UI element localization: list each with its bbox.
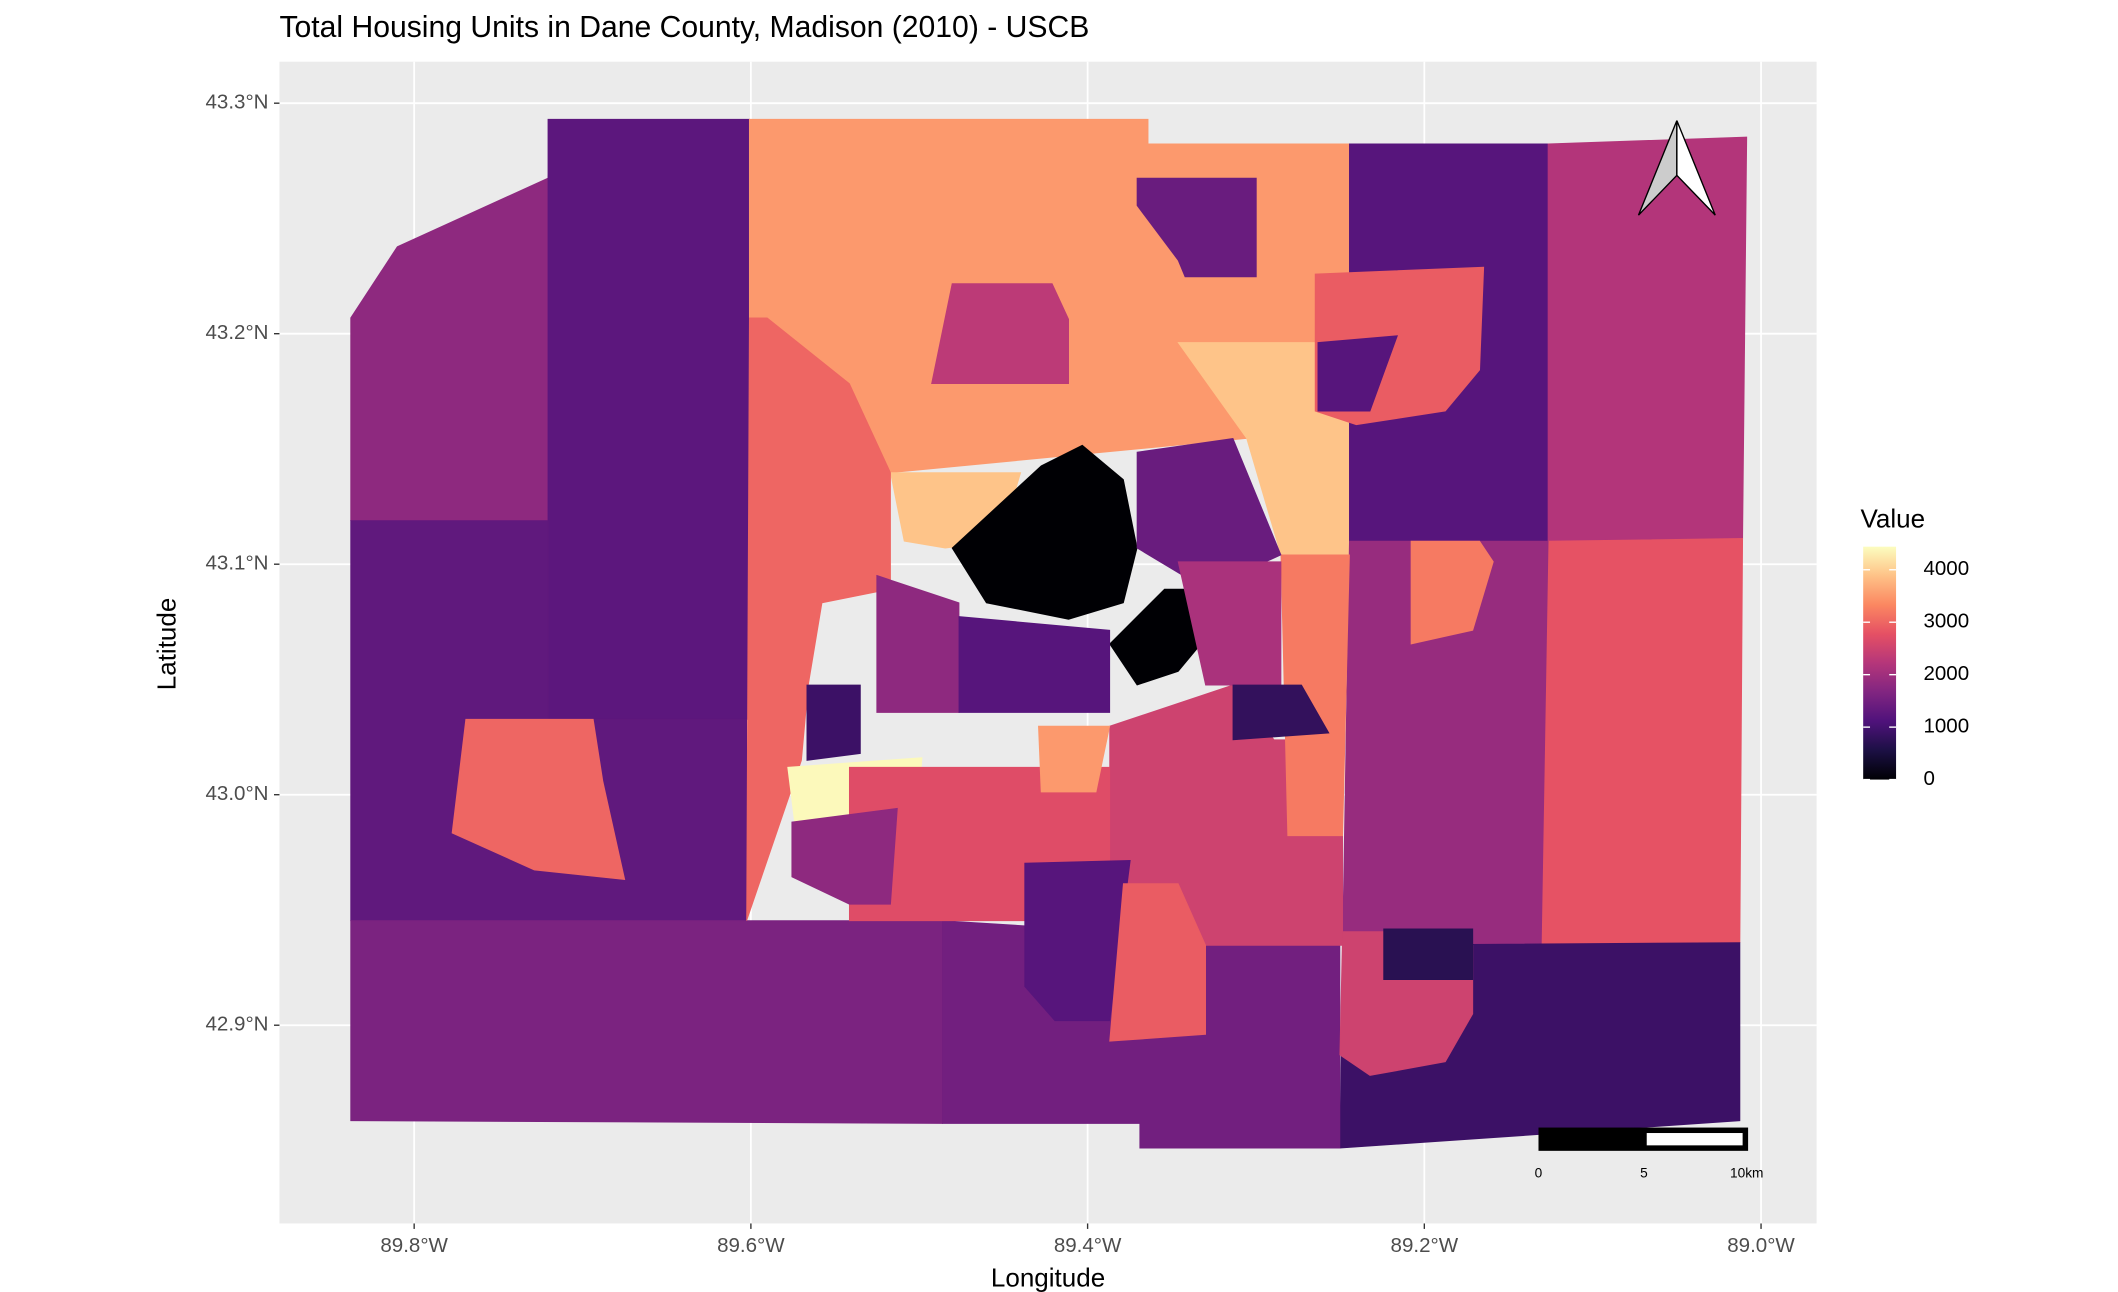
region (451, 718, 626, 881)
region (1540, 538, 1744, 946)
legend-title: Value (1860, 504, 1925, 534)
y-axis-label: Latitude (151, 598, 181, 691)
y-tick-label: 43.2°N (206, 321, 269, 344)
region (958, 616, 1111, 713)
region (350, 920, 943, 1124)
region (806, 684, 861, 761)
x-tick-label: 89.8°W (380, 1234, 448, 1257)
region (1317, 335, 1398, 412)
x-tick-label: 89.0°W (1727, 1234, 1795, 1257)
y-tick-label: 43.3°N (206, 91, 269, 114)
x-tick-label: 89.6°W (717, 1234, 785, 1257)
region (931, 283, 1070, 385)
region (1109, 883, 1206, 1042)
region (1038, 725, 1111, 793)
region (746, 317, 891, 921)
region (1383, 928, 1474, 981)
legend-tick-label: 1000 (1923, 715, 1969, 738)
legend-tick-label: 0 (1923, 767, 1934, 790)
region (1232, 684, 1330, 741)
scale-bar (1538, 1127, 1749, 1151)
scale-bar-label: 0 (1535, 1166, 1543, 1181)
x-tick-label: 89.2°W (1391, 1234, 1459, 1257)
legend-tick-label: 3000 (1923, 610, 1969, 633)
color-bar (1863, 546, 1897, 780)
region (547, 118, 750, 720)
region (1136, 177, 1257, 278)
region (1410, 540, 1494, 645)
region (791, 807, 898, 905)
legend-tick-label: 2000 (1923, 662, 1969, 685)
y-tick-label: 43.0°N (206, 782, 269, 805)
map-title: Total Housing Units in Dane County, Madi… (279, 11, 1089, 44)
region (1024, 859, 1131, 1022)
y-tick-label: 42.9°N (206, 1013, 269, 1036)
scale-bar-label: 10km (1730, 1166, 1763, 1181)
y-tick-label: 43.1°N (206, 552, 269, 575)
region (1280, 554, 1350, 837)
scale-bar-label: 5 (1640, 1166, 1648, 1181)
north-arrow (1637, 120, 1716, 216)
x-tick-label: 89.4°W (1054, 1234, 1122, 1257)
legend-tick-label: 4000 (1923, 557, 1969, 580)
x-axis-label: Longitude (991, 1262, 1105, 1292)
